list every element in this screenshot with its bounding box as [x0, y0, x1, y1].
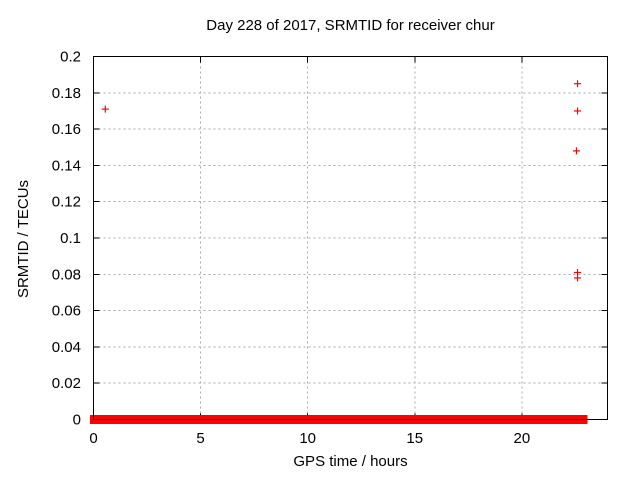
- x-tick-label: 5: [196, 430, 204, 447]
- x-tick-label: 10: [299, 430, 316, 447]
- x-tick-label: 20: [513, 430, 530, 447]
- y-tick-label: 0.16: [52, 121, 81, 138]
- x-tick-label: 15: [406, 430, 423, 447]
- y-tick-label: 0.2: [60, 49, 81, 66]
- y-tick-label: 0.06: [52, 303, 81, 320]
- y-tick-label: 0.12: [52, 194, 81, 211]
- plot-frame: [93, 56, 608, 420]
- chart-title: Day 228 of 2017, SRMTID for receiver chu…: [206, 17, 495, 34]
- y-tick-label: 0: [73, 412, 81, 429]
- x-tick-label: 0: [89, 430, 97, 447]
- y-tick-label: 0.14: [52, 157, 81, 174]
- y-tick-label: 0.1: [60, 230, 81, 247]
- y-tick-label: 0.02: [52, 375, 81, 392]
- y-tick-label: 0.08: [52, 266, 81, 283]
- y-tick-label: 0.04: [52, 339, 81, 356]
- y-tick-label: 0.18: [52, 85, 81, 102]
- x-axis-label: GPS time / hours: [293, 453, 408, 470]
